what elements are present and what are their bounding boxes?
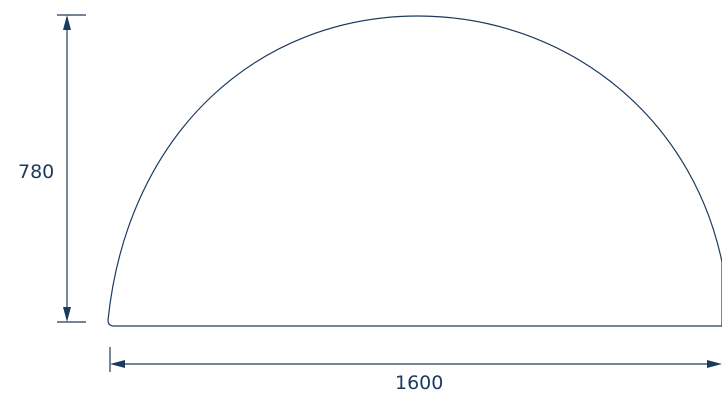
height-arrow-down-icon bbox=[63, 307, 71, 322]
width-label: 1600 bbox=[395, 372, 443, 394]
height-label: 780 bbox=[18, 161, 54, 183]
half-round-outline bbox=[107, 15, 722, 327]
width-arrow-right-icon bbox=[707, 360, 722, 368]
height-arrow-up-icon bbox=[63, 15, 71, 30]
width-arrow-left-icon bbox=[110, 360, 125, 368]
height-dimension bbox=[57, 14, 86, 323]
width-dimension bbox=[109, 347, 722, 372]
